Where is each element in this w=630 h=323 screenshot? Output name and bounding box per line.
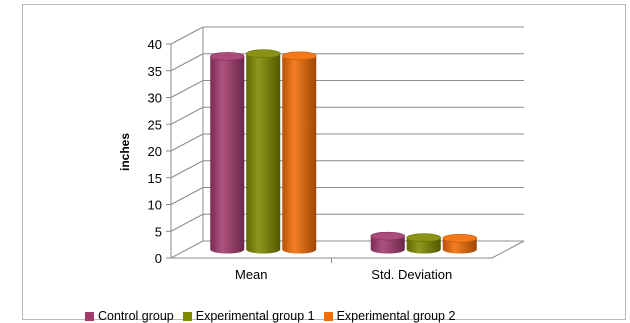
bar-top [209,52,245,61]
tick-labels: 0 5 10 15 20 25 30 35 40 Mean Std. Deviation [148,37,453,282]
y-tick-label: 40 [148,37,162,52]
bar [442,233,478,254]
bar [406,233,442,254]
chart-frame: 0 5 10 15 20 25 30 35 40 Mean Std. Deviation inche… [22,4,626,323]
legend-item: Control group [85,309,174,323]
bar-top [406,233,442,243]
bar-body [246,53,281,254]
bar-top [245,49,281,58]
legend-label: Control group [98,309,174,323]
side-gridline [170,240,204,259]
y-tick-label: 25 [148,117,162,132]
legend-label: Experimental group 1 [195,309,315,323]
y-tick-label: 15 [148,171,162,186]
legend-item: Experimental group 2 [323,309,456,323]
y-tick-label: 10 [148,198,162,213]
legend-item: Experimental group 1 [182,309,315,323]
y-tick-label: 35 [148,64,162,79]
side-gridline [170,26,204,45]
legend-swatch [182,311,192,321]
y-tick-label: 0 [155,251,162,266]
bar-top [281,51,317,61]
y-tick-label: 5 [155,224,162,239]
bar-body [370,236,405,254]
side-gridline [170,213,204,232]
bar-body [210,56,245,254]
bar-body [406,237,441,254]
floor-edge [491,240,525,259]
bar-body [282,55,317,254]
bar [370,231,406,254]
legend-label: Experimental group 2 [336,309,456,323]
bar-body [442,238,477,254]
bar-top [442,233,478,243]
bar [245,49,281,254]
side-gridline [170,106,204,125]
side-gridline [170,133,204,152]
legend-swatch [323,311,333,321]
y-tick-label: 20 [148,144,162,159]
legend-swatch [85,311,94,321]
axes [166,27,525,263]
chart-plot: 0 5 10 15 20 25 30 35 40 Mean Std. Deviation inche… [118,26,525,282]
side-gridline [170,80,204,98]
x-tick-label: Mean [235,267,268,282]
legend: Control group Experimental group 1 Experim… [85,309,464,323]
bar [209,52,245,254]
bar-top [370,231,406,241]
bar [281,51,317,254]
y-tick-label: 30 [148,91,162,106]
side-gridline [170,160,204,179]
bars [209,49,478,254]
y-axis-title: inches [118,133,132,171]
side-gridline [170,53,204,72]
side-gridline [170,187,204,205]
x-tick-label: Std. Deviation [371,267,452,282]
